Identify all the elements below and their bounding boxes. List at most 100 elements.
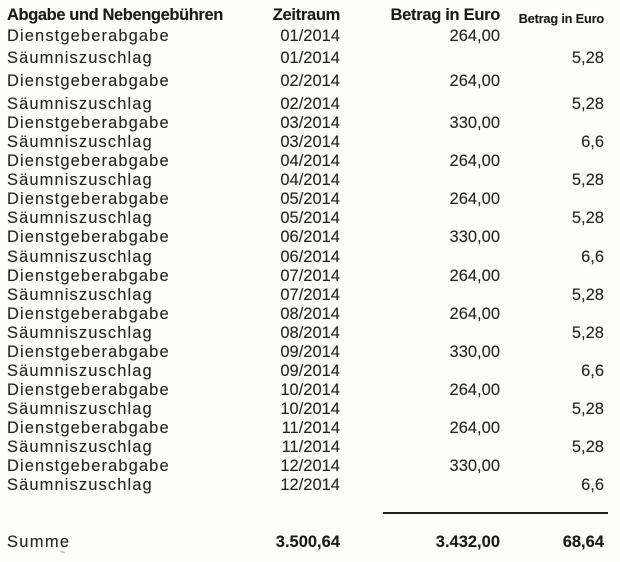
cell-label: Dienstgeberabgabe bbox=[7, 228, 170, 246]
table-row: Säumniszuschlag 04/2014 5,28 bbox=[0, 171, 620, 191]
cell-period: 05/2014 bbox=[280, 190, 340, 208]
cell-label: Dienstgeberabgabe bbox=[7, 27, 170, 45]
cell-period: 07/2014 bbox=[280, 286, 340, 304]
cell-surcharge: 5,28 bbox=[571, 400, 604, 418]
cell-label: Säumniszuschlag bbox=[7, 400, 153, 418]
cell-surcharge: 5,28 bbox=[571, 438, 604, 456]
table-row: Säumniszuschlag 06/2014 6,6 bbox=[0, 248, 620, 268]
table-row: Säumniszuschlag 07/2014 5,28 bbox=[0, 286, 620, 306]
table-row: Dienstgeberabgabe 10/2014 264,00 bbox=[0, 381, 620, 401]
table-row: Dienstgeberabgabe 01/2014 264,00 bbox=[0, 27, 620, 47]
table-row: Dienstgeberabgabe 06/2014 330,00 bbox=[0, 228, 620, 248]
cell-amount: 264,00 bbox=[449, 305, 500, 323]
cell-period: 02/2014 bbox=[280, 95, 340, 113]
cell-surcharge: 6,6 bbox=[581, 362, 604, 380]
scan-artifact-speck bbox=[59, 550, 66, 554]
cell-label: Säumniszuschlag bbox=[7, 209, 153, 227]
table-header-row: Abgabe und Nebengebühren Zeitraum Betrag… bbox=[0, 6, 620, 26]
cell-period: 05/2014 bbox=[280, 209, 340, 227]
cell-surcharge: 5,28 bbox=[571, 286, 604, 304]
cell-label: Säumniszuschlag bbox=[7, 438, 153, 456]
cell-period: 11/2014 bbox=[281, 438, 340, 456]
cell-period: 01/2014 bbox=[280, 49, 340, 67]
cell-label: Säumniszuschlag bbox=[7, 476, 153, 494]
cell-surcharge: 5,28 bbox=[571, 324, 604, 342]
cell-period: 03/2014 bbox=[280, 133, 340, 151]
cell-surcharge: 6,6 bbox=[581, 248, 604, 266]
sum-grand-total: 3.500,64 bbox=[275, 533, 340, 551]
cell-amount: 330,00 bbox=[449, 457, 500, 475]
table-row: Säumniszuschlag 12/2014 6,6 bbox=[0, 476, 620, 496]
sum-divider-line bbox=[383, 512, 608, 515]
cell-label: Dienstgeberabgabe bbox=[7, 419, 170, 437]
table-row: Säumniszuschlag 05/2014 5,28 bbox=[0, 209, 620, 229]
cell-label: Dienstgeberabgabe bbox=[7, 267, 170, 285]
table-row: Dienstgeberabgabe 09/2014 330,00 bbox=[0, 343, 620, 363]
cell-period: 08/2014 bbox=[280, 324, 340, 342]
table-row: Säumniszuschlag 09/2014 6,6 bbox=[0, 362, 620, 382]
table-row: Säumniszuschlag 08/2014 5,28 bbox=[0, 324, 620, 344]
cell-label: Säumniszuschlag bbox=[7, 133, 153, 151]
column-header-amount-1: Betrag in Euro bbox=[390, 6, 501, 24]
cell-period: 07/2014 bbox=[280, 267, 340, 285]
cell-surcharge: 6,6 bbox=[581, 476, 604, 494]
cell-period: 01/2014 bbox=[280, 27, 340, 45]
table-row: Säumniszuschlag 01/2014 5,28 bbox=[0, 49, 620, 69]
column-header-fee-type: Abgabe und Nebengebühren bbox=[7, 6, 223, 24]
table-row: Säumniszuschlag 02/2014 5,28 bbox=[0, 95, 620, 115]
cell-period: 04/2014 bbox=[280, 152, 340, 170]
cell-label: Dienstgeberabgabe bbox=[7, 305, 170, 323]
cell-period: 06/2014 bbox=[280, 228, 340, 246]
column-header-amount-2: Betrag in Euro bbox=[518, 11, 605, 26]
cell-label: Säumniszuschlag bbox=[7, 362, 153, 380]
table-row: Dienstgeberabgabe 05/2014 264,00 bbox=[0, 190, 620, 210]
table-row: Dienstgeberabgabe 07/2014 264,00 bbox=[0, 267, 620, 287]
sum-surcharge-total: 68,64 bbox=[562, 533, 604, 551]
cell-surcharge: 5,28 bbox=[571, 49, 604, 67]
cell-label: Säumniszuschlag bbox=[7, 95, 153, 113]
cell-period: 10/2014 bbox=[280, 381, 340, 399]
cell-period: 11/2014 bbox=[281, 419, 340, 437]
cell-label: Säumniszuschlag bbox=[7, 49, 153, 67]
cell-period: 03/2014 bbox=[280, 114, 340, 132]
cell-amount: 330,00 bbox=[449, 343, 500, 361]
table-row: Säumniszuschlag 11/2014 5,28 bbox=[0, 438, 620, 458]
cell-period: 12/2014 bbox=[280, 457, 340, 475]
cell-period: 09/2014 bbox=[280, 362, 340, 380]
cell-period: 09/2014 bbox=[280, 343, 340, 361]
table-row: Dienstgeberabgabe 12/2014 330,00 bbox=[0, 457, 620, 477]
cell-amount: 264,00 bbox=[449, 419, 500, 437]
column-header-period: Zeitraum bbox=[272, 6, 341, 24]
table-row: Dienstgeberabgabe 04/2014 264,00 bbox=[0, 152, 620, 172]
cell-label: Dienstgeberabgabe bbox=[7, 114, 170, 132]
sum-amount-total: 3.432,00 bbox=[435, 533, 500, 551]
sum-row: Summe 3.500,64 3.432,00 68,64 bbox=[0, 533, 620, 553]
cell-amount: 264,00 bbox=[449, 152, 500, 170]
cell-surcharge: 6,6 bbox=[581, 133, 604, 151]
cell-label: Dienstgeberabgabe bbox=[7, 343, 170, 361]
cell-amount: 264,00 bbox=[449, 190, 500, 208]
cell-label: Säumniszuschlag bbox=[7, 324, 153, 342]
cell-label: Säumniszuschlag bbox=[7, 286, 153, 304]
cell-period: 04/2014 bbox=[280, 171, 340, 189]
cell-period: 06/2014 bbox=[280, 248, 340, 266]
cell-label: Dienstgeberabgabe bbox=[7, 381, 170, 399]
table-row: Dienstgeberabgabe 02/2014 264,00 bbox=[0, 72, 620, 92]
cell-label: Dienstgeberabgabe bbox=[7, 457, 170, 475]
cell-label: Dienstgeberabgabe bbox=[7, 72, 170, 90]
cell-amount: 330,00 bbox=[449, 114, 500, 132]
table-row: Dienstgeberabgabe 03/2014 330,00 bbox=[0, 114, 620, 134]
cell-label: Dienstgeberabgabe bbox=[7, 190, 170, 208]
cell-amount: 264,00 bbox=[449, 381, 500, 399]
cell-amount: 264,00 bbox=[449, 267, 500, 285]
cell-period: 12/2014 bbox=[280, 476, 340, 494]
cell-surcharge: 5,28 bbox=[571, 95, 604, 113]
table-row: Dienstgeberabgabe 08/2014 264,00 bbox=[0, 305, 620, 325]
cell-surcharge: 5,28 bbox=[571, 209, 604, 227]
sum-label: Summe bbox=[7, 533, 71, 551]
table-row: Säumniszuschlag 03/2014 6,6 bbox=[0, 133, 620, 153]
cell-label: Dienstgeberabgabe bbox=[7, 152, 170, 170]
table-row: Dienstgeberabgabe 11/2014 264,00 bbox=[0, 419, 620, 439]
cell-label: Säumniszuschlag bbox=[7, 248, 153, 266]
